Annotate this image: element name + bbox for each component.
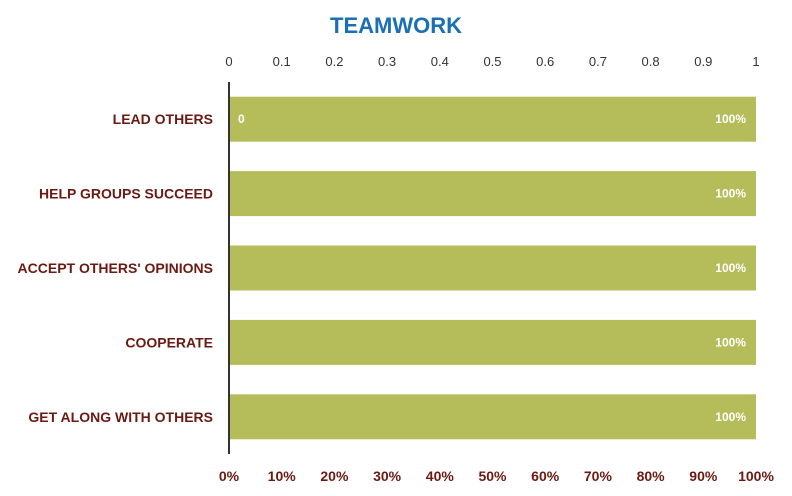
bar bbox=[229, 394, 756, 440]
bottom-tick-label: 40% bbox=[426, 468, 455, 484]
top-tick-label: 0.4 bbox=[431, 54, 449, 69]
bottom-tick-label: 60% bbox=[531, 468, 560, 484]
category-label: HELP GROUPS SUCCEED bbox=[39, 186, 213, 202]
bar bbox=[229, 245, 756, 291]
top-tick-label: 0.2 bbox=[325, 54, 343, 69]
bar-series: 100% 0 100% 100% 100% 100% bbox=[229, 96, 756, 440]
top-tick-label: 0.3 bbox=[378, 54, 396, 69]
bar-data-label: 100% bbox=[715, 335, 746, 349]
top-tick-label: 0.7 bbox=[589, 54, 607, 69]
bottom-tick-label: 70% bbox=[584, 468, 613, 484]
top-tick-label: 0.9 bbox=[694, 54, 712, 69]
bar-data-label: 100% bbox=[715, 112, 746, 126]
bottom-axis: 0% 10% 20% 30% 40% 50% 60% 70% 80% 90% 100% bbox=[219, 468, 775, 484]
top-axis: 0 0.1 0.2 0.3 0.4 0.5 0.6 0.7 0.8 0.9 1 bbox=[225, 54, 759, 69]
top-tick-label: 0.1 bbox=[273, 54, 291, 69]
category-label: COOPERATE bbox=[125, 334, 213, 350]
top-tick-label: 0.6 bbox=[536, 54, 554, 69]
bar bbox=[229, 96, 756, 142]
category-label: GET ALONG WITH OTHERS bbox=[28, 409, 213, 425]
bar-data-label: 100% bbox=[715, 410, 746, 424]
bar-data-label: 100% bbox=[715, 187, 746, 201]
category-label: LEAD OTHERS bbox=[113, 111, 213, 127]
bottom-tick-label: 50% bbox=[478, 468, 507, 484]
bottom-tick-label: 100% bbox=[738, 468, 774, 484]
bottom-tick-label: 80% bbox=[637, 468, 666, 484]
category-label: ACCEPT OTHERS' OPINIONS bbox=[18, 260, 213, 276]
bar-data-label: 100% bbox=[715, 261, 746, 275]
bottom-tick-label: 30% bbox=[373, 468, 402, 484]
bottom-tick-label: 20% bbox=[320, 468, 349, 484]
bar-inner-label: 0 bbox=[238, 112, 245, 126]
bottom-tick-label: 90% bbox=[689, 468, 718, 484]
top-tick-label: 0.8 bbox=[642, 54, 660, 69]
top-tick-label: 0 bbox=[225, 54, 232, 69]
bar bbox=[229, 319, 756, 365]
chart-title: TEAMWORK bbox=[330, 13, 462, 38]
bottom-tick-label: 10% bbox=[268, 468, 297, 484]
bottom-tick-label: 0% bbox=[219, 468, 240, 484]
bar bbox=[229, 171, 756, 217]
top-tick-label: 1 bbox=[752, 54, 759, 69]
category-labels: LEAD OTHERS HELP GROUPS SUCCEED ACCEPT OTH… bbox=[18, 111, 213, 425]
top-tick-label: 0.5 bbox=[483, 54, 501, 69]
